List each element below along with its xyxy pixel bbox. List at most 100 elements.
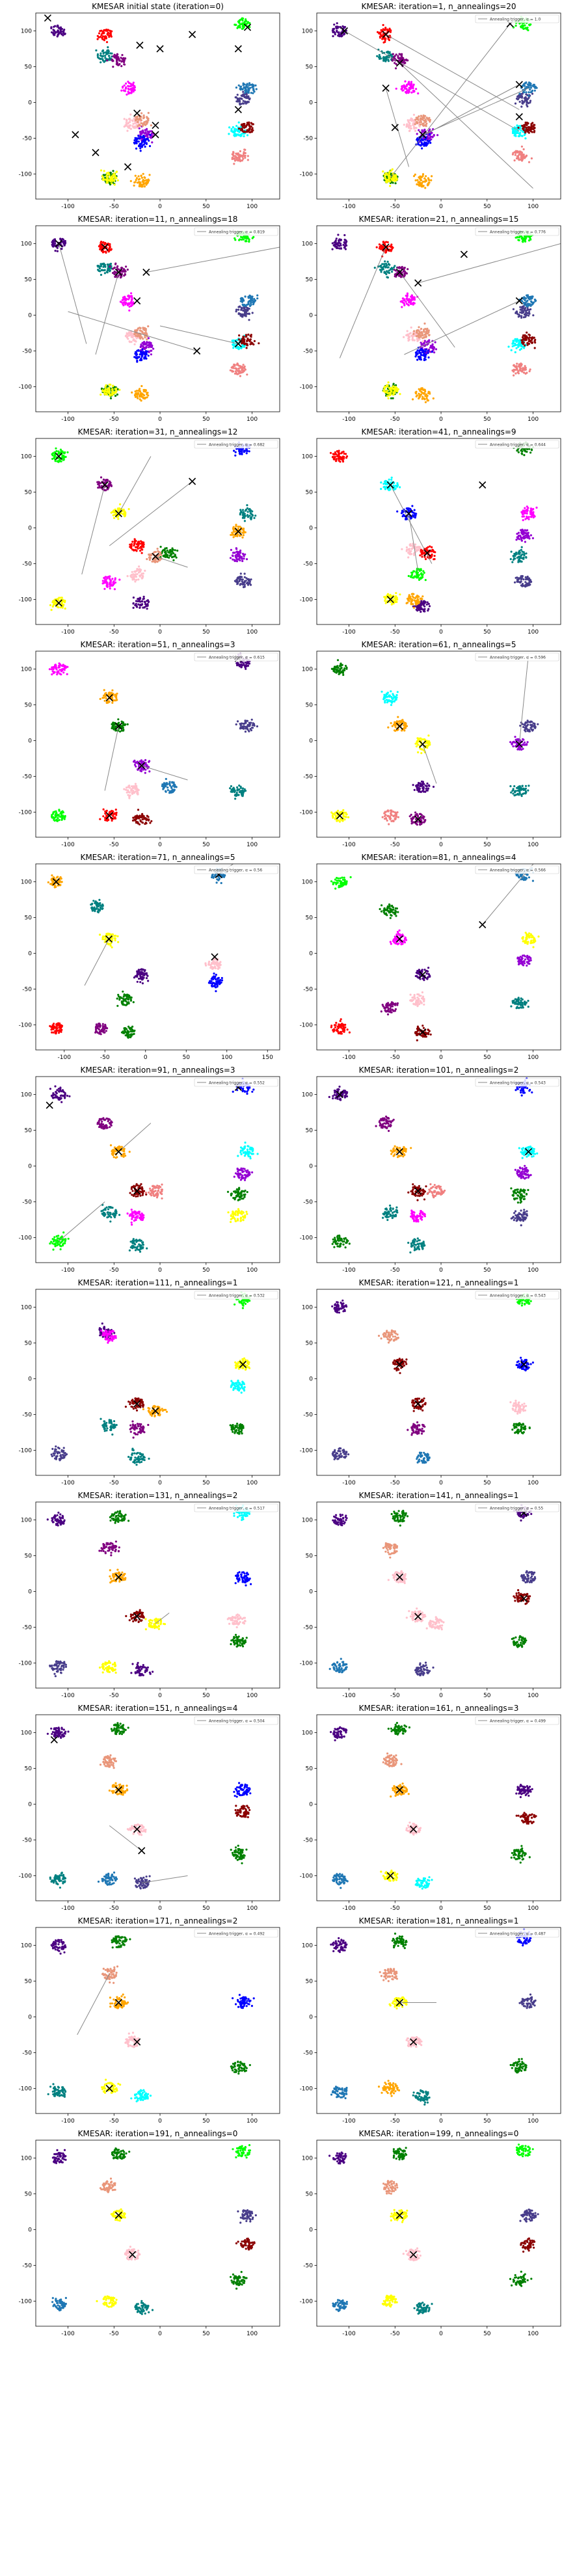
data-point <box>100 394 102 396</box>
data-point <box>378 57 381 60</box>
data-point <box>242 154 245 157</box>
data-point <box>515 135 517 137</box>
data-point <box>388 269 390 272</box>
data-point <box>140 336 143 339</box>
data-point <box>434 341 436 343</box>
data-point <box>254 84 257 87</box>
data-point <box>417 355 420 358</box>
data-point <box>239 583 242 585</box>
x-tick-label: 50 <box>202 204 210 210</box>
data-point <box>421 129 423 131</box>
data-point <box>113 510 115 513</box>
data-point <box>410 326 412 329</box>
data-point <box>244 92 247 94</box>
data-point <box>237 347 239 350</box>
data-point <box>133 88 136 92</box>
data-point <box>425 331 427 334</box>
data-point <box>139 329 141 332</box>
data-point <box>126 118 128 121</box>
data-point <box>420 353 422 356</box>
data-point <box>520 312 524 314</box>
data-point <box>103 269 106 271</box>
data-point <box>125 265 127 268</box>
data-point <box>513 368 515 371</box>
data-point <box>127 122 129 124</box>
data-point <box>150 349 153 352</box>
data-point <box>136 396 139 398</box>
data-point <box>113 266 116 269</box>
data-point <box>63 29 66 31</box>
data-point <box>340 247 343 250</box>
data-point <box>381 38 384 40</box>
data-point <box>66 451 69 453</box>
data-point <box>241 509 245 511</box>
data-point <box>145 120 148 122</box>
data-point <box>421 334 424 337</box>
data-point <box>514 154 516 156</box>
plot-area <box>331 230 561 403</box>
data-point <box>109 270 111 273</box>
data-point <box>518 133 521 136</box>
data-point <box>132 301 135 304</box>
data-point <box>248 340 251 343</box>
data-point <box>239 313 241 315</box>
x-tick-label: 50 <box>202 416 210 423</box>
centroid-marker <box>101 481 109 489</box>
data-point <box>168 554 171 557</box>
data-point <box>412 87 414 90</box>
data-point <box>129 546 132 549</box>
data-point <box>235 125 238 127</box>
data-point <box>524 344 526 347</box>
data-point <box>389 180 392 183</box>
data-point <box>127 298 130 301</box>
data-point <box>232 366 234 368</box>
data-point <box>242 511 245 513</box>
data-point <box>60 30 62 33</box>
data-point <box>403 269 405 272</box>
data-point <box>423 143 425 146</box>
data-point <box>56 250 59 252</box>
data-point <box>137 141 140 143</box>
data-point <box>394 273 397 276</box>
data-point <box>98 485 101 488</box>
data-point <box>405 297 408 300</box>
data-point <box>130 304 133 307</box>
data-point <box>104 265 107 268</box>
data-point <box>138 127 140 129</box>
subplot-2: KMESAR: iteration=11, n_annealings=18-10… <box>19 215 280 423</box>
data-point <box>391 178 394 181</box>
data-point <box>127 331 131 334</box>
data-point <box>411 336 414 339</box>
data-point <box>525 336 528 339</box>
data-point <box>102 32 105 34</box>
data-point <box>386 28 388 31</box>
data-point <box>60 238 63 241</box>
data-point <box>382 34 384 37</box>
data-point <box>241 552 245 555</box>
data-point <box>141 125 144 127</box>
data-point <box>232 151 235 154</box>
data-point <box>522 129 525 131</box>
data-point <box>127 92 130 95</box>
data-point <box>423 330 425 333</box>
data-point <box>247 581 249 584</box>
data-point <box>334 239 337 242</box>
data-point <box>237 558 239 561</box>
y-tick-label: 100 <box>302 29 313 35</box>
data-point <box>424 350 427 353</box>
data-point <box>516 98 519 101</box>
data-point <box>389 185 392 187</box>
data-point <box>118 57 120 60</box>
data-point <box>234 454 237 457</box>
annealing-line <box>159 325 239 344</box>
data-point <box>136 360 139 363</box>
data-point <box>523 24 526 27</box>
data-point <box>135 334 137 337</box>
data-point <box>150 345 152 349</box>
annealing-line <box>155 556 188 568</box>
data-point <box>395 67 397 70</box>
data-point <box>431 135 434 138</box>
y-tick-label: -50 <box>22 136 32 142</box>
data-point <box>234 133 237 135</box>
data-point <box>248 127 251 129</box>
